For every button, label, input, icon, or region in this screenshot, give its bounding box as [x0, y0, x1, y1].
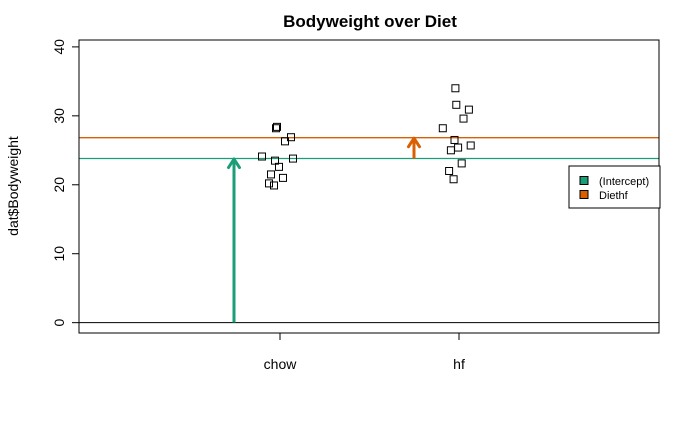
- point-hf-7: [454, 143, 463, 152]
- point-hf-3: [459, 114, 468, 123]
- axes: 0 10 20 30 40 chow hf: [51, 39, 465, 372]
- point-chow-1: [273, 122, 281, 131]
- x-tick-label-1: hf: [453, 356, 465, 372]
- point-hf-11: [449, 175, 458, 184]
- y-tick-label-0: 0: [51, 319, 67, 327]
- point-hf-1: [452, 100, 461, 109]
- x-tick-label-0: chow: [264, 356, 298, 372]
- legend-box: [568, 165, 661, 209]
- point-chow-11: [270, 181, 278, 190]
- reference-lines: [79, 137, 659, 324]
- y-tick-label-2: 20: [51, 177, 67, 193]
- point-chow-8: [267, 170, 275, 179]
- effect-arrows: [227, 136, 421, 323]
- point-hf-4: [438, 124, 447, 133]
- point-hf-5: [450, 135, 459, 144]
- data-points: [258, 84, 475, 190]
- point-hf-0: [451, 84, 460, 93]
- point-chow-2: [287, 133, 295, 142]
- legend-swatch-0: [579, 176, 589, 185]
- point-hf-6: [466, 141, 475, 150]
- legend-swatch-1: [579, 190, 589, 199]
- legend-label-1: Diethf: [599, 190, 629, 202]
- y-tick-label-4: 40: [51, 39, 67, 55]
- point-hf-10: [445, 166, 454, 175]
- point-chow-7: [275, 162, 283, 171]
- point-hf-2: [464, 105, 473, 114]
- point-chow-10: [265, 179, 273, 188]
- legend-label-0: (Intercept): [599, 176, 649, 188]
- chart-title: Bodyweight over Diet: [283, 12, 457, 31]
- legend: (Intercept) Diethf: [568, 165, 661, 209]
- y-axis-label: dat$Bodyweight: [5, 136, 21, 236]
- point-hf-8: [446, 146, 455, 155]
- y-tick-label-1: 10: [51, 246, 67, 262]
- arrow-head-0: [227, 157, 241, 170]
- point-chow-4: [258, 152, 266, 161]
- point-chow-6: [289, 154, 297, 163]
- arrow-head-1: [407, 136, 421, 149]
- y-tick-label-3: 30: [51, 108, 67, 124]
- point-chow-9: [279, 173, 287, 182]
- point-hf-9: [457, 159, 466, 168]
- point-chow-3: [281, 137, 289, 146]
- point-chow-0: [272, 124, 280, 133]
